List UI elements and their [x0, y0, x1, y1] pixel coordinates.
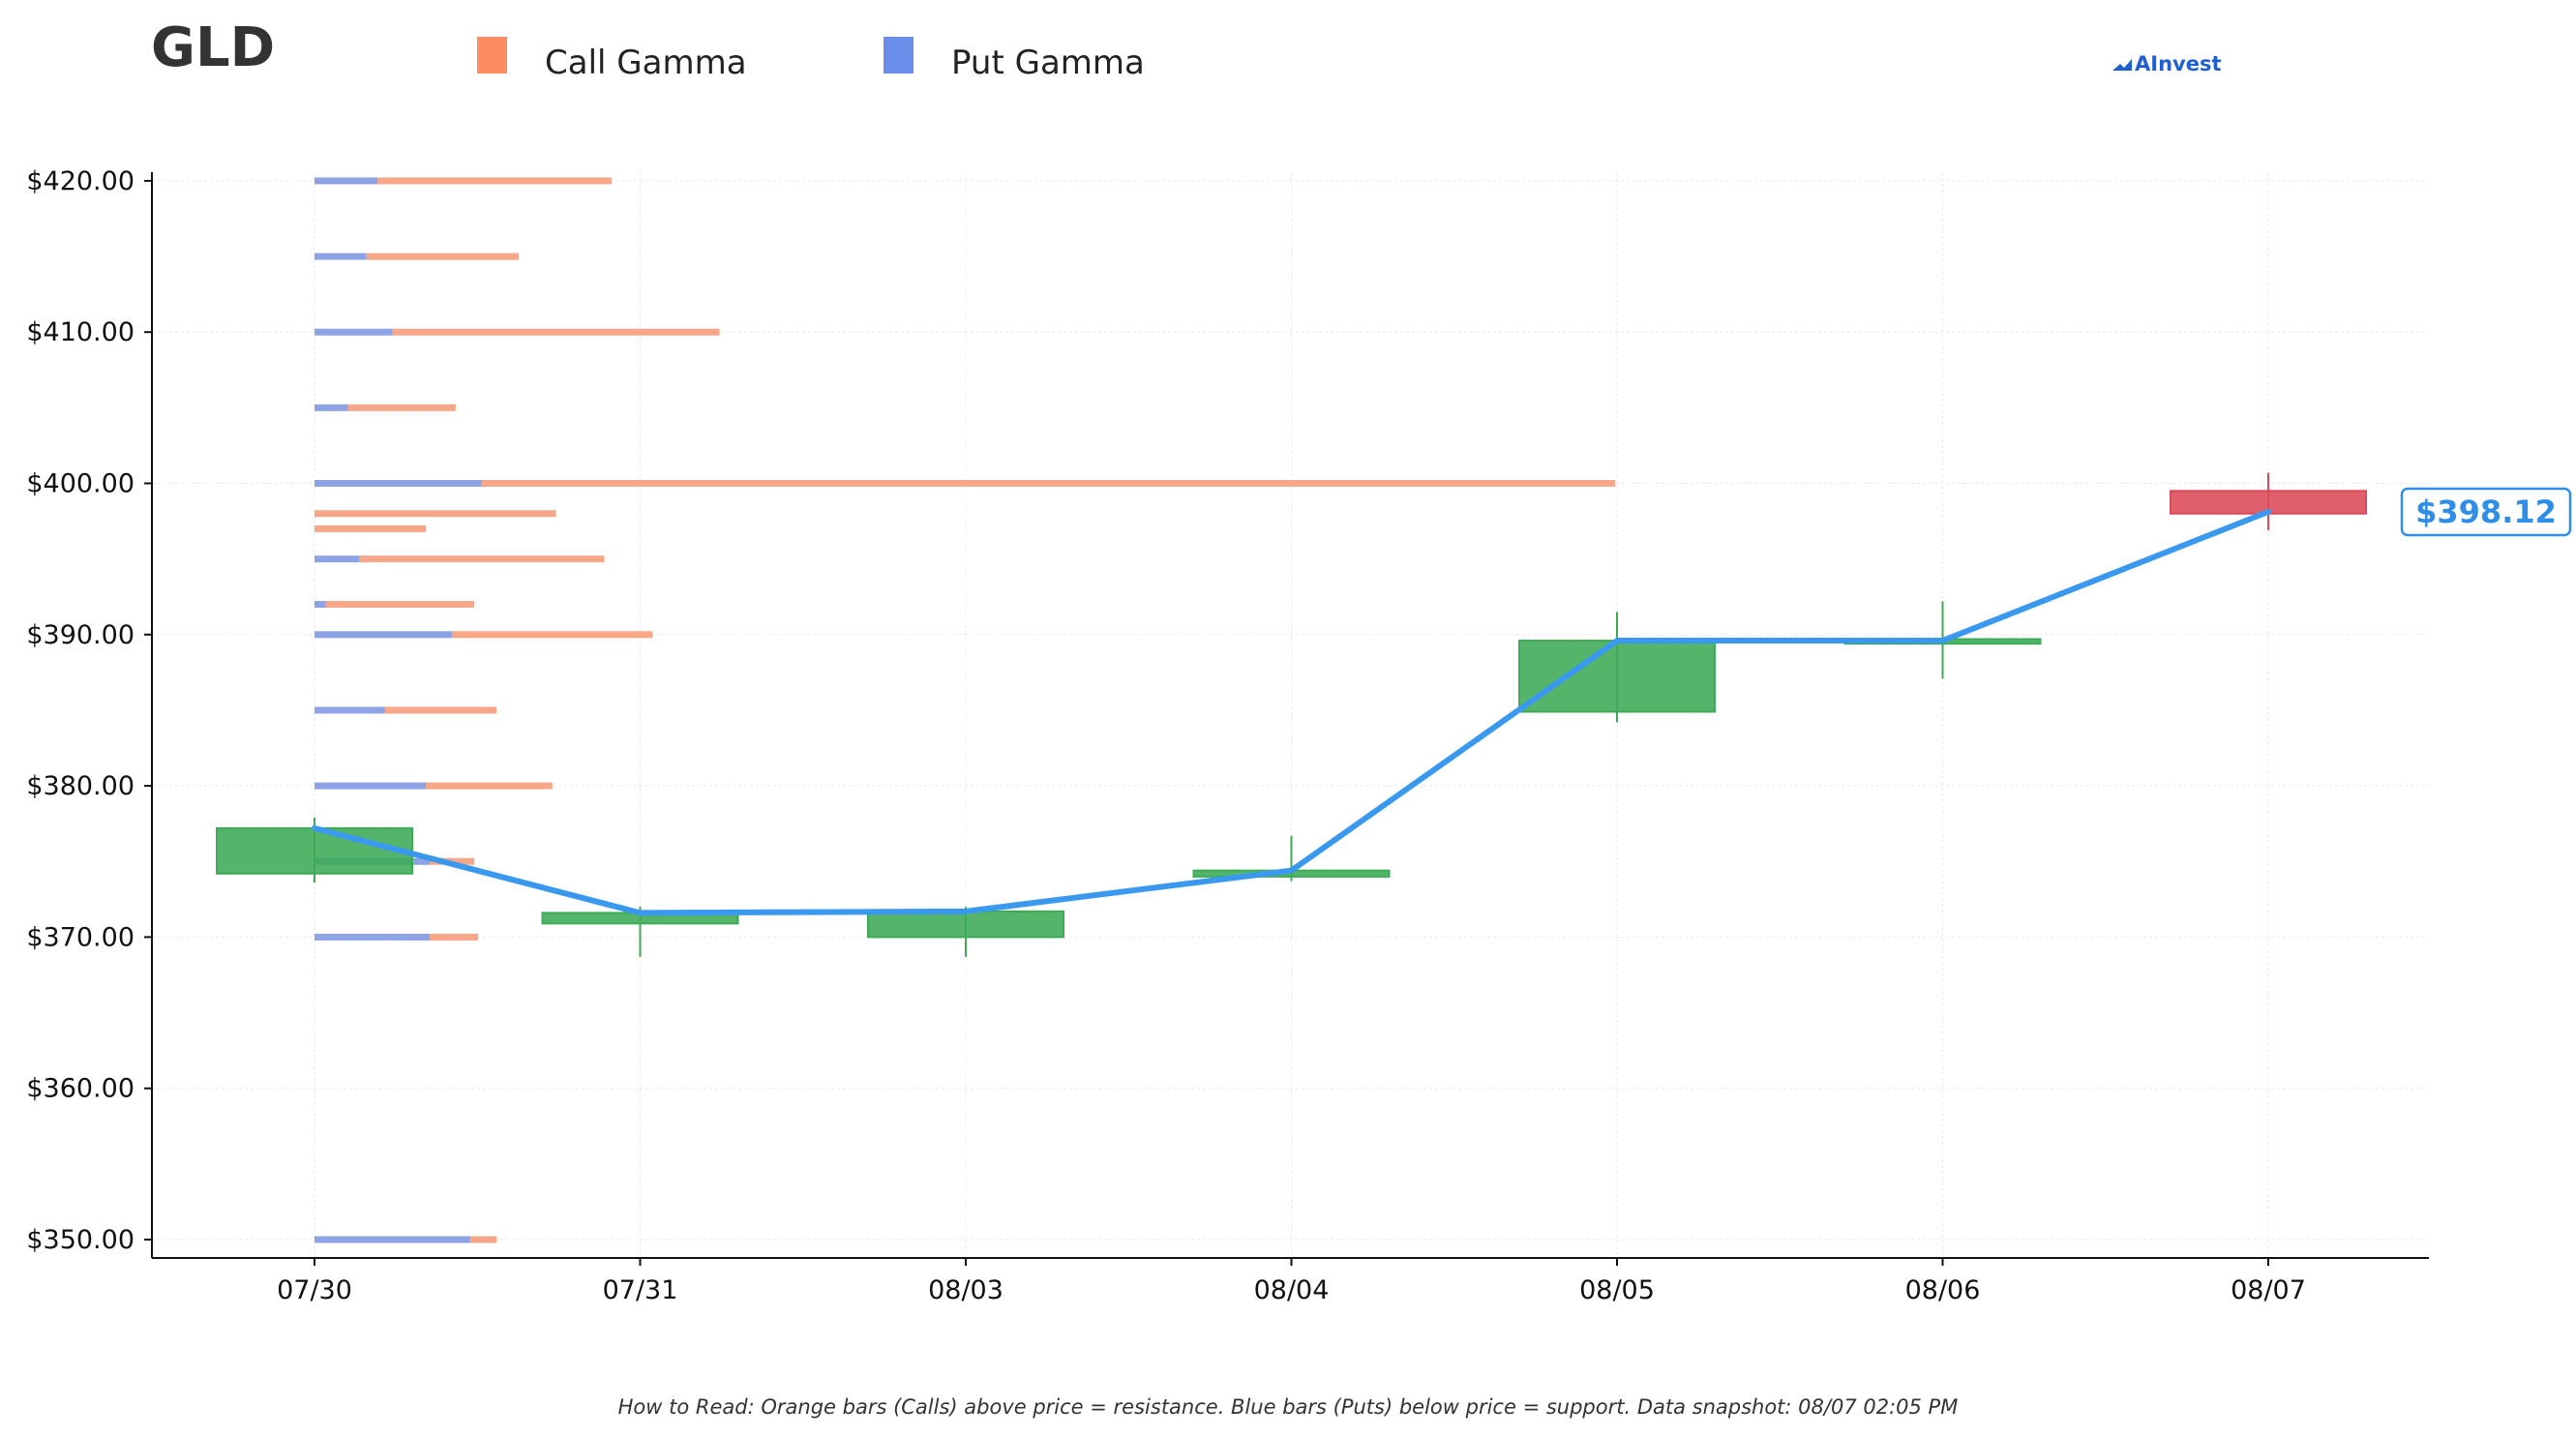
- y-tick-label: $410.00: [26, 317, 135, 347]
- put-gamma-bar: [315, 782, 427, 790]
- x-tick-label: 08/03: [928, 1275, 1003, 1305]
- ainvest-logo: AInvest: [2112, 52, 2222, 75]
- call-gamma-bar: [325, 601, 475, 609]
- call-gamma-bar: [366, 253, 520, 260]
- put-gamma-bar: [315, 555, 360, 563]
- put-gamma-bar: [315, 253, 367, 260]
- call-gamma-bar: [392, 328, 720, 336]
- call-gamma-bar: [470, 1236, 497, 1243]
- put-gamma-bar: [315, 404, 348, 411]
- y-tick-label: $350.00: [26, 1225, 135, 1255]
- logo-chart-icon: [2112, 59, 2132, 71]
- put-gamma-bar: [315, 480, 482, 487]
- put-gamma-bar: [315, 706, 385, 714]
- call-gamma-bar: [452, 631, 653, 639]
- y-tick-label: $360.00: [26, 1074, 135, 1104]
- put-gamma-bar: [315, 631, 453, 639]
- x-tick-label: 08/06: [1905, 1275, 1981, 1305]
- footnote: How to Read: Orange bars (Calls) above p…: [618, 1395, 1959, 1419]
- call-gamma-bar: [481, 480, 1615, 487]
- put-gamma-bar: [315, 177, 378, 185]
- legend: Call Gamma Put Gamma: [477, 37, 1145, 82]
- gamma-bars: [315, 177, 1615, 1243]
- call-gamma-bar: [430, 933, 478, 941]
- price-tag-box: [2400, 487, 2572, 537]
- call-gamma-bar: [377, 177, 613, 185]
- x-tick-label: 08/07: [2231, 1275, 2306, 1305]
- legend-call-swatch: [477, 37, 507, 74]
- x-tick-label: 07/30: [277, 1275, 352, 1305]
- price-line: [312, 508, 2271, 916]
- put-gamma-bar: [315, 933, 431, 941]
- call-gamma-bar: [359, 555, 605, 563]
- x-tick-label: 07/31: [603, 1275, 678, 1305]
- legend-put-swatch: [884, 37, 914, 74]
- call-gamma-bar: [315, 524, 427, 532]
- logo-text: AInvest: [2135, 52, 2222, 75]
- candle-body: [216, 826, 413, 875]
- x-tick-label: 08/05: [1579, 1275, 1655, 1305]
- price-tag-label: $398.12: [2415, 494, 2557, 530]
- y-tick-label: $400.00: [26, 469, 135, 499]
- call-gamma-bar: [347, 404, 456, 411]
- price-line-group: [312, 508, 2271, 916]
- y-tick-label: $420.00: [26, 166, 135, 196]
- candlesticks: [216, 472, 2367, 957]
- axes: $350.00 $360.00 $370.00 $380.00 $390.00 $400.…: [26, 166, 2429, 1305]
- call-gamma-bar: [426, 782, 553, 790]
- candle-body: [1518, 640, 1716, 713]
- legend-put-label: Put Gamma: [951, 44, 1145, 82]
- candle-body: [867, 910, 1064, 939]
- put-gamma-bar: [315, 328, 393, 336]
- y-tick-label: $390.00: [26, 620, 135, 650]
- put-gamma-bar: [315, 1236, 471, 1243]
- y-tick-label: $370.00: [26, 922, 135, 952]
- legend-call-label: Call Gamma: [545, 44, 747, 82]
- x-tick-label: 08/04: [1254, 1275, 1330, 1305]
- price-tag: $398.12: [2400, 487, 2572, 537]
- y-tick-label: $380.00: [26, 771, 135, 801]
- put-gamma-bar: [315, 601, 326, 609]
- chart-title: GLD: [151, 16, 275, 79]
- call-gamma-bar: [384, 706, 497, 714]
- call-gamma-bar: [315, 510, 556, 518]
